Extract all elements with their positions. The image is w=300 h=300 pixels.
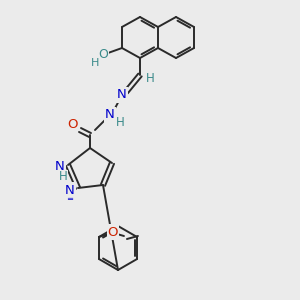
Text: H: H <box>116 116 124 128</box>
Text: O: O <box>67 118 77 131</box>
Text: H: H <box>146 71 154 85</box>
Text: H: H <box>91 58 99 68</box>
Text: N: N <box>65 184 75 196</box>
Text: ═: ═ <box>68 196 73 205</box>
Text: O: O <box>108 226 118 238</box>
Text: O: O <box>98 49 108 62</box>
Text: N: N <box>55 160 65 173</box>
Text: H: H <box>58 170 68 184</box>
Text: N: N <box>117 88 127 101</box>
Text: N: N <box>105 109 115 122</box>
